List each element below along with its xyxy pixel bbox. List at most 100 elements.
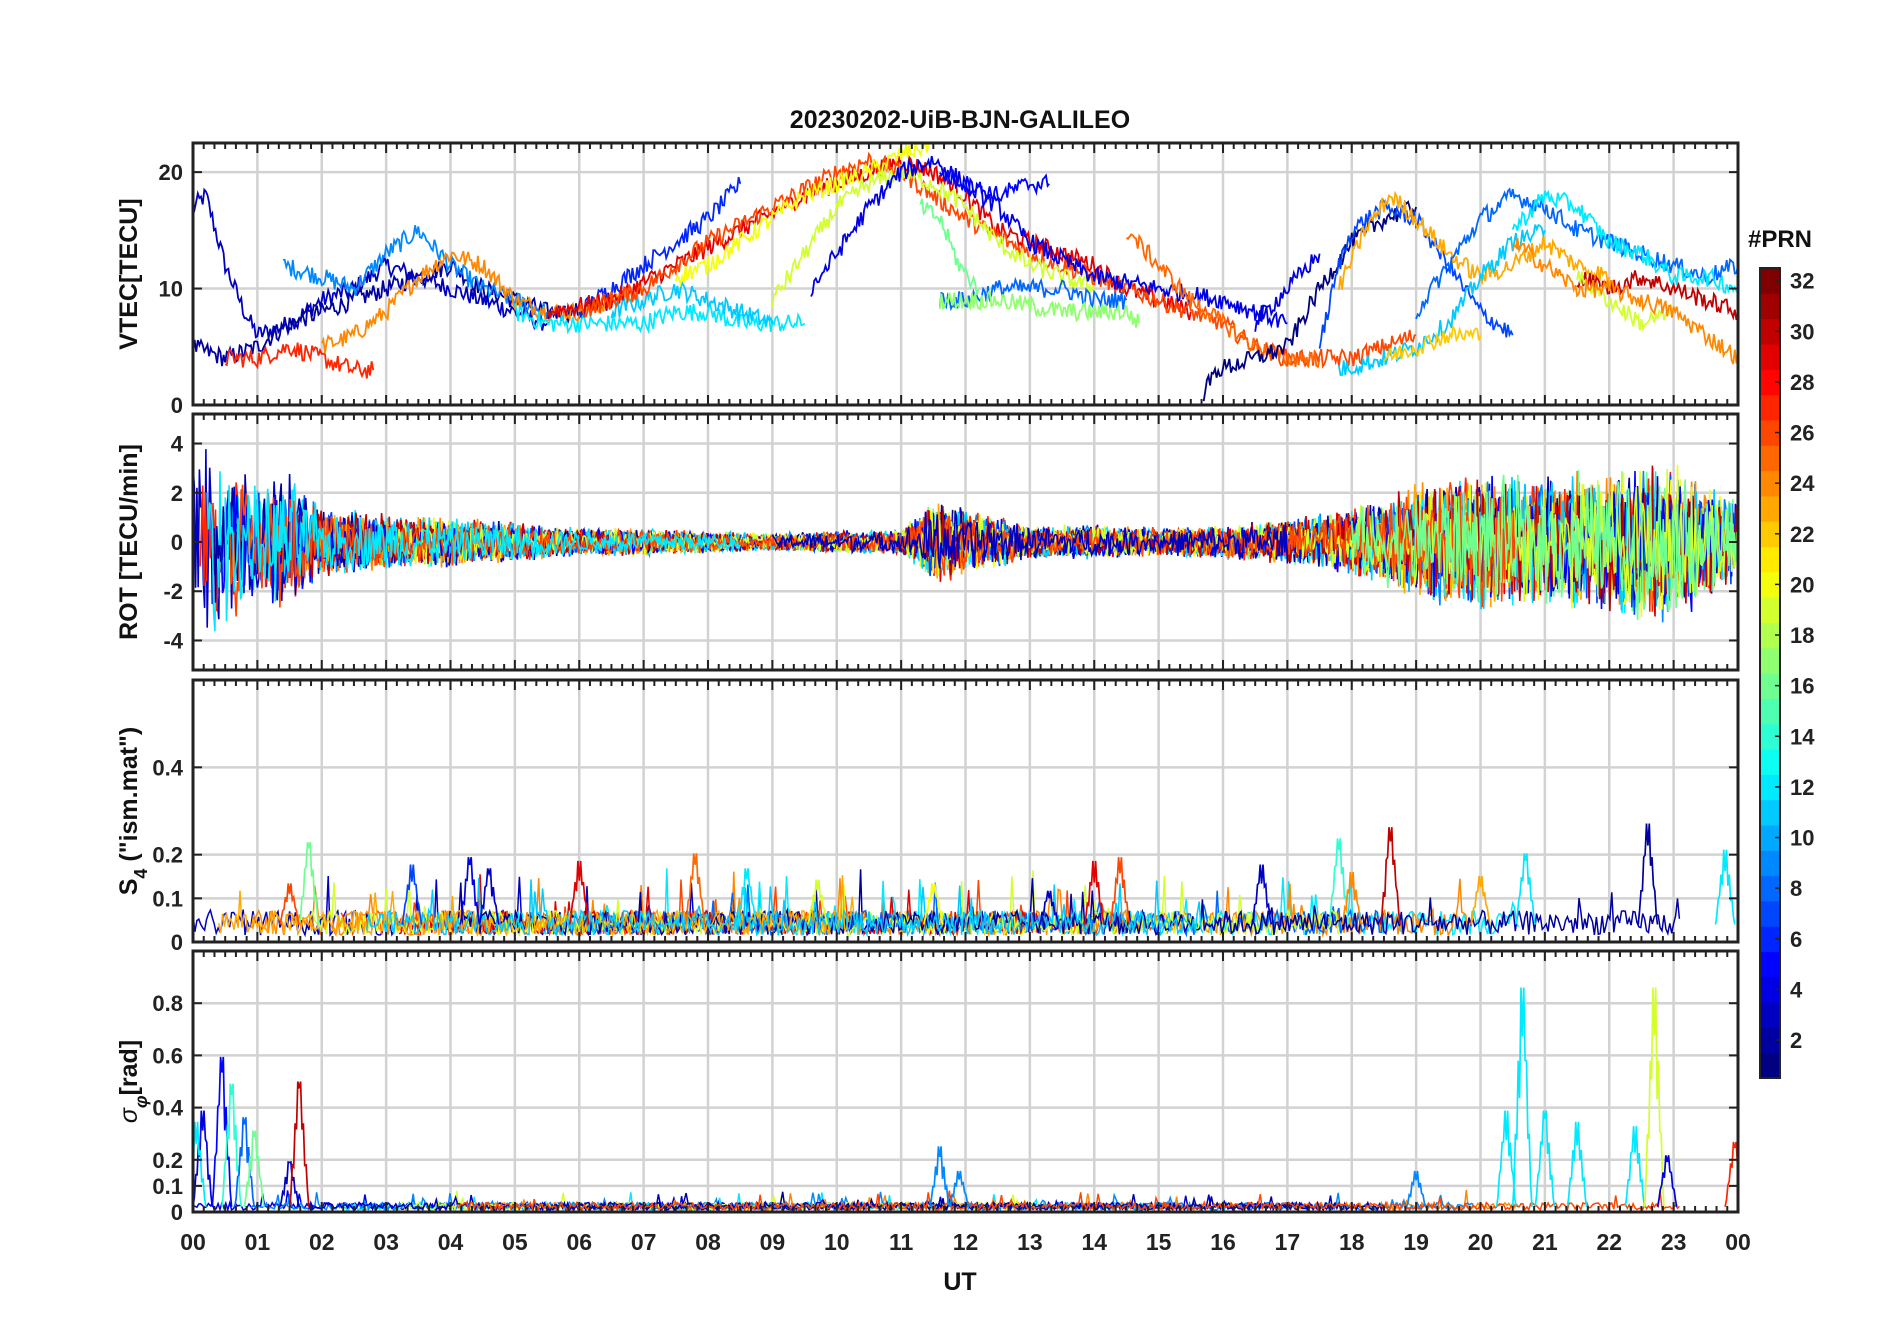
- vtec-series-prn-12: [514, 300, 806, 335]
- y-tick-label: 4: [171, 432, 184, 457]
- axes-box-sigma: [191, 949, 1740, 1214]
- y-axis-label-s4: S4 ("ism.mat"): [115, 727, 151, 896]
- vtec-series-prn-4: [1254, 253, 1321, 332]
- sigma-spike-prn-12: [1566, 1121, 1588, 1207]
- colorbar-step-prn-26: [1760, 419, 1780, 446]
- x-tick-label: 18: [1339, 1229, 1365, 1255]
- x-tick-label: 12: [953, 1229, 979, 1255]
- y-tick-label: 0.1: [152, 886, 183, 911]
- panel-sigma: 00.10.2 0.4 0.6 0.8σφ[rad]: [115, 949, 1740, 1225]
- sigma-spike-prn-9: [948, 1170, 970, 1208]
- sigma-spike-prn-12: [193, 1121, 207, 1207]
- vtec-series-prn-25: [1125, 233, 1321, 369]
- s4-spike-prn-4: [459, 857, 481, 925]
- x-tick-label: 09: [760, 1229, 786, 1255]
- s4-spike-prn-14: [1328, 838, 1350, 925]
- rot-series-prn-12: [224, 483, 741, 622]
- colorbar-step-prn-13: [1760, 748, 1780, 775]
- colorbar-tick-label: 30: [1790, 319, 1814, 344]
- s4-spike-prn-26: [1109, 857, 1131, 925]
- colorbar-step-prn-10: [1760, 824, 1780, 851]
- sigma-spike-prn-3: [279, 1160, 301, 1208]
- rot-series-prn-16: [1351, 474, 1738, 620]
- colorbar-step-prn-11: [1760, 799, 1780, 826]
- x-tick-label: 00: [1725, 1229, 1751, 1255]
- x-tick-label: 07: [631, 1229, 657, 1255]
- colorbar-tick-label: 6: [1790, 927, 1802, 952]
- s4-spike-prn-12: [736, 868, 758, 925]
- vtec-series-prn-17: [938, 288, 1141, 328]
- colorbar-tick-label: 10: [1790, 826, 1814, 851]
- vtec-series-prn-4: [810, 155, 1288, 329]
- y-tick-label: 0.8: [152, 991, 183, 1016]
- sigma-spike-prn-12: [1495, 1110, 1517, 1207]
- sigma-spike-prn-19: [1643, 987, 1665, 1207]
- s4-spike-prn-3: [1251, 864, 1273, 925]
- colorbar-step-prn-1: [1760, 1052, 1780, 1079]
- axes-box-vtec: [191, 141, 1740, 407]
- vtec-series-prn-20: [674, 143, 934, 288]
- colorbar-tick-label: 14: [1790, 724, 1815, 749]
- colorbar-step-prn-3: [1760, 1002, 1780, 1028]
- colorbar-step-prn-18: [1760, 622, 1780, 649]
- s4-spike-prn-29: [568, 860, 590, 925]
- vtec-series-prn-12: [1511, 189, 1738, 295]
- rot-series-prn-3: [771, 510, 1289, 569]
- colorbar-step-prn-5: [1760, 951, 1780, 978]
- s4-spike-prn-24: [1341, 872, 1363, 925]
- x-tick-label: 17: [1275, 1229, 1301, 1255]
- y-tick-label: 0.1: [152, 1174, 183, 1199]
- colorbar-step-prn-9: [1760, 850, 1780, 877]
- sigma-spike-prn-16: [243, 1130, 265, 1207]
- vtec-series-prn-11: [610, 280, 774, 326]
- sigma-spike-prn-4: [193, 1110, 214, 1207]
- x-tick-label: 23: [1661, 1229, 1687, 1255]
- y-tick-label: 0: [171, 393, 183, 418]
- s4-series-prn-11: [366, 877, 1204, 938]
- colorbar-step-prn-31: [1760, 293, 1780, 320]
- y-tick-label: 0: [171, 930, 183, 955]
- vtec-series-prn-3: [193, 187, 548, 339]
- y-tick-label: 0.2: [152, 1148, 183, 1173]
- colorbar-tick-label: 18: [1790, 623, 1814, 648]
- vtec-series-prn-24: [1511, 237, 1738, 365]
- y-axis-label-vtec: VTEC[TECU]: [115, 198, 143, 349]
- colorbar-step-prn-7: [1760, 900, 1780, 927]
- y-tick-label: 20: [159, 160, 183, 185]
- s4-series-prn-2: [456, 869, 1681, 937]
- sigma-spike-prn-14: [221, 1083, 243, 1207]
- colorbar-step-prn-24: [1760, 470, 1780, 497]
- x-tick-label: 22: [1596, 1229, 1622, 1255]
- vtec-series-prn-22: [1383, 323, 1482, 362]
- sigma-series-prn-3: [308, 1194, 1339, 1212]
- y-tick-label: 0: [171, 1200, 183, 1225]
- vtec-series-prn-1: [1202, 199, 1417, 402]
- colorbar-step-prn-29: [1760, 343, 1780, 370]
- colorbar-step-prn-14: [1760, 723, 1780, 750]
- axes-box-s4: [191, 678, 1740, 944]
- colorbar-label: #PRN: [1748, 226, 1812, 253]
- colorbar-tick-label: 16: [1790, 674, 1814, 699]
- s4-spike-prn-12: [1714, 849, 1736, 925]
- colorbar-step-prn-19: [1760, 597, 1780, 623]
- x-tick-label: 20: [1468, 1229, 1494, 1255]
- colorbar-step-prn-22: [1760, 521, 1780, 548]
- x-tick-label: 00: [180, 1229, 206, 1255]
- x-tick-label: 03: [373, 1229, 399, 1255]
- s4-spike-prn-29: [1083, 860, 1105, 925]
- colorbar-tick-label: 2: [1790, 1028, 1802, 1053]
- colorbar-step-prn-21: [1760, 546, 1780, 573]
- x-tick-label: 15: [1146, 1229, 1172, 1255]
- x-tick-label: 06: [566, 1229, 592, 1255]
- panel-vtec: 0 10 20 VTEC[TECU]: [115, 141, 1740, 418]
- sigma-spike-prn-9: [929, 1146, 951, 1207]
- colorbar-step-prn-17: [1760, 647, 1780, 674]
- colorbar-step-prn-27: [1760, 394, 1780, 421]
- x-tick-labels: 00 01 02 03 04 05 06 07 08 09 10 11 12 13 14 15 16 17 18 19…: [180, 1229, 1751, 1255]
- colorbar-step-prn-25: [1760, 445, 1780, 472]
- panel-rot: -4 -2 0 2 4 ROT [TECU/min]: [115, 412, 1740, 672]
- y-tick-label: 2: [171, 481, 183, 506]
- s4-spike-prn-25: [684, 853, 706, 925]
